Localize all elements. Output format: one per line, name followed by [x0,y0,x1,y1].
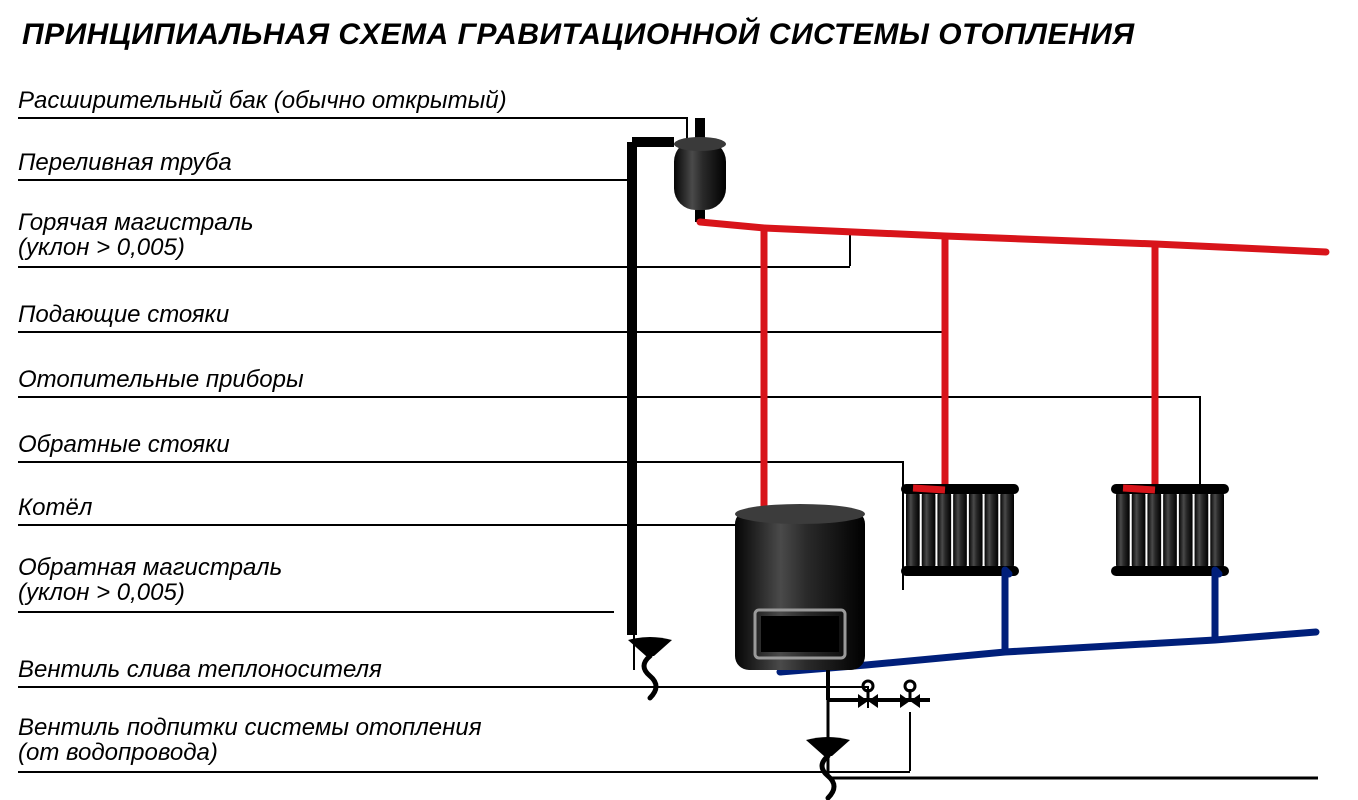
schematic-svg [0,0,1358,800]
radiator-0-fin-1 [922,490,936,570]
radiator-1-fin-6 [1210,490,1224,570]
radiator-0-fin-6 [1000,490,1014,570]
boiler-door-inner [761,616,839,652]
hot-main-line [764,228,1326,252]
supply-into-rad-1 [1123,488,1155,490]
supply-into-rad-0 [913,488,945,490]
radiator-0-fin-4 [969,490,983,570]
radiator-1-fin-4 [1179,490,1193,570]
radiator-1-fin-0 [1116,490,1130,570]
diagram-canvas: ПРИНЦИПИАЛЬНАЯ СХЕМА ГРАВИТАЦИОННОЙ СИСТ… [0,0,1358,800]
radiator-1-fin-3 [1163,490,1177,570]
boiler-top [735,504,865,524]
radiator-1-fin-1 [1132,490,1146,570]
radiator-1-fin-2 [1147,490,1161,570]
valve-0-wheel [863,681,873,691]
radiator-0-fin-2 [937,490,951,570]
radiator-0-bottom-header [901,566,1019,576]
radiator-0-fin-0 [906,490,920,570]
valve-1-wheel [905,681,915,691]
hot-stub [700,222,764,228]
radiator-0-fin-5 [985,490,999,570]
expansion-tank-cap [674,137,726,151]
radiator-0-fin-3 [953,490,967,570]
funnel-0-trap [644,656,656,698]
radiator-1-bottom-header [1111,566,1229,576]
radiator-1-fin-5 [1195,490,1209,570]
funnel-0-cup [628,637,672,656]
